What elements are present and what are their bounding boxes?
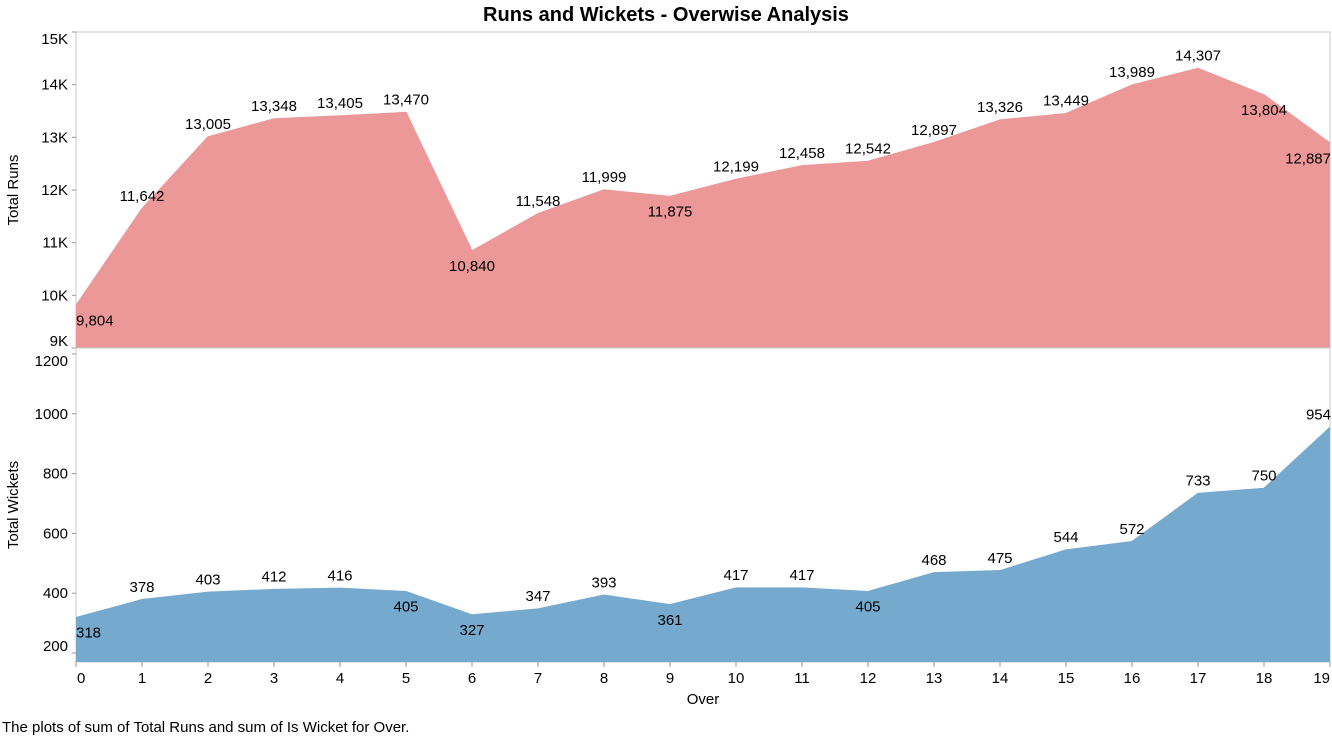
runs-y-tick-label: 11K: [42, 235, 68, 252]
wickets-data-label: 403: [195, 571, 220, 588]
runs-panel: 9K 10K 11K 12K 13K 14K 15K Total Runs 9,804 11,64…: [5, 31, 1331, 350]
wickets-data-label: 412: [261, 569, 286, 586]
wickets-data-label: 347: [525, 588, 550, 605]
x-tick-label: 3: [270, 670, 278, 687]
wickets-data-label: 416: [327, 567, 352, 584]
wickets-y-tick-label: 1000: [35, 406, 68, 423]
wickets-data-label: 378: [129, 579, 154, 596]
wickets-y-tick-label: 200: [43, 638, 68, 655]
wickets-y-tick-label: 800: [43, 466, 68, 483]
wickets-y-tick-label: 400: [43, 585, 68, 602]
runs-data-label: 12,458: [779, 145, 825, 162]
wickets-data-label: 468: [921, 552, 946, 569]
x-axis-label: Over: [687, 691, 720, 708]
x-tick-label: 10: [728, 670, 745, 687]
wickets-y-tick-label: 1200: [35, 353, 68, 370]
x-tick-label: 2: [204, 670, 212, 687]
runs-area-line: [75, 67, 1331, 307]
wickets-area: [76, 427, 1330, 662]
runs-data-label: 12,897: [911, 122, 957, 139]
wickets-data-label: 327: [459, 622, 484, 639]
wickets-panel: 200 400 600 800 1000 1200 Total Wickets 318 378 4…: [5, 347, 1331, 663]
runs-data-label: 12,887: [1285, 150, 1331, 167]
wickets-data-label: 750: [1251, 468, 1276, 485]
wickets-data-label: 572: [1119, 521, 1144, 538]
x-tick-label: 13: [926, 670, 943, 687]
x-tick-label: 8: [600, 670, 608, 687]
wickets-y-axis-label: Total Wickets: [5, 461, 22, 549]
runs-y-tick-label: 14K: [41, 77, 68, 94]
x-tick-label: 14: [992, 670, 1009, 687]
wickets-data-label: 417: [789, 567, 814, 584]
runs-data-label: 13,804: [1241, 102, 1287, 119]
x-tick-label: 12: [860, 670, 877, 687]
runs-data-label: 13,989: [1109, 64, 1155, 81]
x-tick-label: 18: [1256, 670, 1273, 687]
runs-data-label: 13,326: [977, 99, 1023, 116]
wickets-y-tick-label: 600: [43, 525, 68, 542]
wickets-data-label: 417: [723, 567, 748, 584]
runs-data-label: 11,548: [516, 193, 561, 210]
runs-y-tick-label: 13K: [41, 129, 68, 146]
wickets-data-label: 954: [1306, 407, 1331, 424]
runs-y-tick-label: 10K: [41, 287, 68, 304]
runs-data-label: 12,542: [845, 140, 891, 157]
wickets-data-label: 393: [591, 574, 616, 591]
x-axis: 0 1 2 3 4 5 6 7 8 9 10 11 12 13 14 15 16 17 18 19: [75, 662, 1331, 687]
runs-data-label: 13,449: [1043, 93, 1089, 110]
x-tick-label: 1: [138, 670, 146, 687]
x-tick-label: 16: [1124, 670, 1141, 687]
x-tick-label: 6: [468, 670, 476, 687]
runs-data-label: 14,307: [1175, 47, 1221, 64]
x-tick-label: 0: [77, 670, 85, 687]
runs-data-label: 13,348: [251, 98, 297, 115]
runs-area: [76, 68, 1330, 348]
x-tick-label: 7: [534, 670, 542, 687]
runs-data-label: 12,199: [713, 159, 759, 176]
x-tick-label: 15: [1058, 670, 1075, 687]
x-tick-label: 19: [1313, 670, 1330, 687]
wickets-area-line: [75, 426, 1331, 619]
runs-y-tick-label: 12K: [41, 182, 68, 199]
runs-data-label: 9,804: [76, 313, 114, 330]
runs-data-label: 11,999: [582, 169, 627, 186]
x-tick-label: 4: [336, 670, 344, 687]
x-tick-label: 11: [794, 670, 810, 687]
runs-data-label: 13,405: [317, 95, 363, 112]
wickets-data-label: 405: [393, 599, 418, 616]
x-tick-label: 5: [402, 670, 410, 687]
runs-y-tick-label: 9K: [50, 333, 68, 350]
runs-y-axis-label: Total Runs: [5, 155, 22, 226]
runs-data-label: 10,840: [449, 258, 495, 275]
wickets-data-label: 405: [855, 599, 880, 616]
x-tick-label: 17: [1190, 670, 1207, 687]
wickets-data-label: 544: [1053, 529, 1078, 546]
x-tick-label: 9: [666, 670, 674, 687]
wickets-data-label: 318: [76, 625, 101, 642]
runs-data-label: 11,875: [648, 204, 693, 221]
runs-y-tick-label: 15K: [41, 31, 68, 48]
runs-data-label: 13,470: [383, 92, 429, 109]
chart-caption: The plots of sum of Total Runs and sum o…: [2, 719, 410, 736]
wickets-data-label: 475: [987, 550, 1012, 567]
runs-data-label: 13,005: [185, 116, 231, 133]
wickets-data-label: 361: [657, 612, 682, 629]
runs-data-label: 11,642: [120, 188, 165, 205]
chart-title: Runs and Wickets - Overwise Analysis: [483, 4, 849, 26]
wickets-data-label: 733: [1185, 473, 1210, 490]
